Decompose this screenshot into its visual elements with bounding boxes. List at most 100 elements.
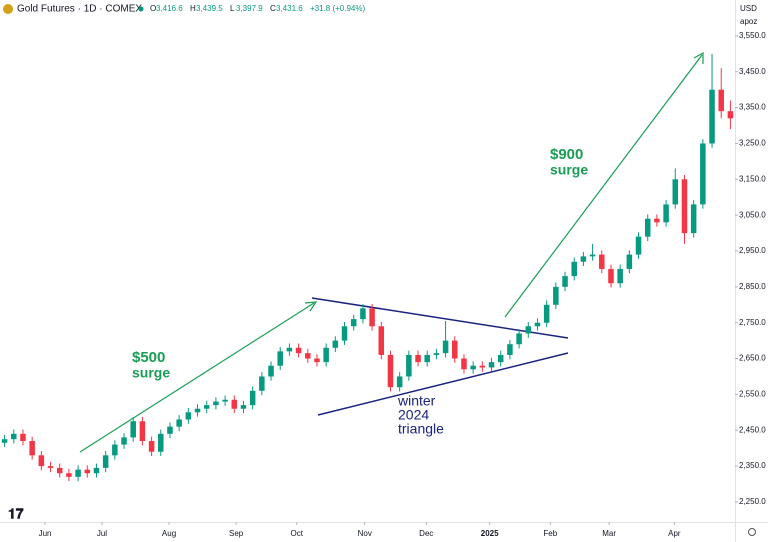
y-tick-label: 3,250.0: [739, 139, 766, 148]
candle-body: [268, 365, 274, 377]
annotation: winter: [397, 393, 436, 409]
ohlc-header: O 3,416.6 H 3,439.5 L 3,397.9 C 3,431.6 +31.8 (+…: [150, 4, 365, 13]
candle-body: [139, 421, 146, 441]
candle-body: [350, 319, 357, 327]
y-tick-label: 2,850.0: [739, 282, 766, 291]
x-tick-label: 2025: [481, 529, 499, 538]
change: +31.8 (+0.94%): [310, 4, 365, 13]
x-tick-label: Jun: [39, 529, 52, 538]
y-tick-label: 3,050.0: [739, 210, 766, 219]
candle-body: [47, 466, 54, 468]
candle-body: [690, 204, 697, 234]
ohlc-label: H: [190, 4, 196, 13]
annotation: triangle: [398, 421, 444, 437]
annotation: surge: [132, 365, 170, 381]
candle-body: [286, 347, 293, 352]
candle-body: [167, 426, 173, 434]
triangle-lower: [317, 352, 569, 416]
candle-body: [433, 353, 440, 355]
candle-body: [277, 351, 283, 366]
candle-body: [29, 440, 35, 456]
candle-body: [176, 419, 182, 427]
candle-body: [672, 179, 679, 205]
unit: apoz: [740, 17, 757, 26]
candle-body: [38, 455, 45, 467]
candle-body: [525, 326, 532, 334]
candle-body: [562, 276, 568, 287]
candle-body: [259, 376, 265, 391]
candle-body: [635, 236, 642, 255]
triangle-upper: [311, 297, 569, 339]
ohlc-value: 3,416.6: [156, 4, 183, 13]
candle-body: [194, 408, 201, 413]
candle-body: [203, 405, 210, 409]
candle-body: [240, 405, 247, 409]
candle-body: [102, 455, 109, 468]
y-tick-label: 3,550.0: [739, 31, 766, 40]
candle-body: [589, 254, 596, 257]
candle-body: [314, 358, 320, 363]
y-tick-label: 2,350.0: [739, 461, 766, 470]
candle-body: [488, 362, 495, 368]
candle-body: [112, 444, 118, 456]
candle-body: [66, 473, 72, 477]
logo: 𝟏𝟕: [8, 506, 24, 522]
candle-body: [461, 358, 467, 370]
annotation: 2024: [398, 407, 429, 423]
candle-body: [185, 412, 192, 420]
x-tick-label: Sep: [229, 529, 244, 538]
candle-body: [534, 322, 541, 327]
y-tick-label: 2,950.0: [739, 246, 766, 255]
y-tick-label: 2,250.0: [739, 497, 766, 506]
status-dot: [138, 6, 144, 12]
candle-body: [56, 467, 63, 474]
candle-body: [626, 254, 633, 269]
candle-body: [424, 354, 430, 363]
candle-body: [654, 218, 660, 223]
candle-body: [700, 143, 706, 205]
candle-body: [571, 261, 577, 277]
candle-body: [130, 421, 136, 438]
arrow-head: [304, 301, 318, 312]
candle-body: [663, 204, 669, 223]
x-tick-label: Apr: [668, 529, 681, 538]
x-tick-label: Oct: [291, 529, 304, 538]
candle-body: [718, 89, 724, 112]
annotation-lines: [79, 51, 704, 453]
candle-body: [709, 89, 715, 144]
ohlc-label: O: [150, 4, 156, 13]
candle-body: [93, 467, 100, 474]
candle-body: [507, 344, 513, 355]
candle-body: [608, 268, 614, 284]
y-tick-label: 2,450.0: [739, 425, 766, 434]
candle-body: [295, 347, 302, 354]
candle-body: [727, 111, 734, 119]
candle-body: [396, 376, 403, 388]
ohlc-label: C: [270, 4, 276, 13]
candle-body: [543, 304, 550, 323]
candle-body: [148, 440, 155, 452]
candle-body: [415, 354, 421, 363]
settings-icon: [748, 528, 756, 536]
ohlc-label: L: [230, 4, 235, 13]
candle-body: [360, 308, 366, 320]
candle-body: [644, 218, 651, 237]
candle-body: [580, 256, 587, 262]
x-tick-label: Mar: [602, 529, 616, 538]
candle-body: [452, 340, 458, 359]
symbol-icon: [3, 4, 13, 14]
candle-body: [553, 286, 559, 305]
candle-body: [497, 354, 504, 363]
x-tick-label: Nov: [358, 529, 372, 538]
arrow-line: [79, 302, 315, 453]
y-tick-label: 2,650.0: [739, 354, 766, 363]
x-tick-label: Jul: [97, 529, 107, 538]
candle-body: [378, 326, 385, 355]
candle-body: [249, 390, 256, 406]
x-tick-label: Aug: [162, 529, 176, 538]
candle-body: [1, 439, 8, 443]
arrow-head: [693, 51, 704, 64]
currency: USD: [740, 4, 757, 13]
